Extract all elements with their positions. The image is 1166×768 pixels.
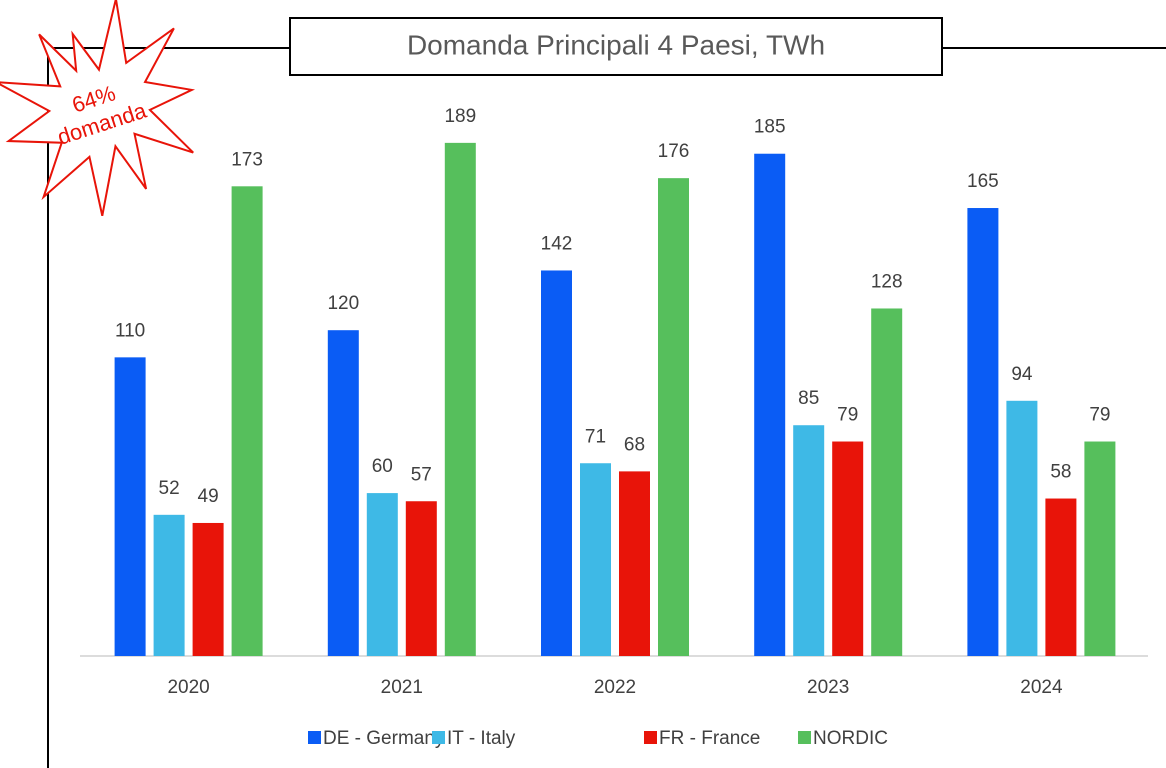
bar bbox=[580, 463, 611, 656]
bar bbox=[231, 186, 263, 656]
data-label: 85 bbox=[798, 388, 819, 409]
legend-swatch bbox=[644, 731, 657, 744]
x-tick-label: 2024 bbox=[1020, 677, 1063, 698]
data-label: 79 bbox=[837, 405, 858, 426]
x-tick-label: 2020 bbox=[167, 677, 209, 698]
bar bbox=[871, 308, 903, 656]
bar bbox=[541, 270, 572, 656]
bar bbox=[192, 522, 224, 656]
legend-label: FR - France bbox=[659, 728, 760, 749]
bar bbox=[1006, 400, 1038, 656]
data-label: 185 bbox=[754, 117, 786, 138]
data-label: 165 bbox=[967, 171, 999, 192]
legend-swatch bbox=[432, 731, 445, 744]
bar bbox=[754, 153, 786, 656]
bar bbox=[793, 425, 825, 656]
bar bbox=[405, 501, 437, 656]
data-label: 142 bbox=[541, 233, 573, 254]
data-label: 49 bbox=[198, 486, 219, 507]
data-label: 68 bbox=[624, 434, 645, 455]
starburst-shape bbox=[0, 0, 196, 216]
bar bbox=[444, 142, 476, 657]
bar bbox=[832, 441, 864, 656]
legend-swatch bbox=[798, 731, 811, 744]
data-label: 79 bbox=[1089, 405, 1110, 426]
x-tick-label: 2022 bbox=[594, 677, 636, 698]
data-label: 110 bbox=[115, 320, 145, 341]
bar bbox=[1084, 441, 1116, 656]
data-label: 189 bbox=[444, 106, 476, 127]
bar bbox=[967, 208, 999, 656]
legend-label: DE - Germany bbox=[323, 728, 445, 749]
data-label: 176 bbox=[658, 141, 690, 162]
bar bbox=[1045, 498, 1077, 656]
data-label: 52 bbox=[159, 478, 180, 499]
legend-label: IT - Italy bbox=[447, 728, 516, 749]
starburst: 64% domanda bbox=[0, 0, 196, 216]
data-label: 94 bbox=[1011, 364, 1033, 385]
bar bbox=[619, 471, 650, 656]
bar bbox=[327, 330, 359, 656]
legend-swatch bbox=[308, 731, 321, 744]
data-label: 120 bbox=[327, 293, 359, 314]
data-label: 173 bbox=[231, 149, 263, 170]
data-label: 60 bbox=[372, 456, 393, 477]
bar bbox=[153, 514, 185, 656]
bar bbox=[366, 493, 398, 656]
title-box bbox=[289, 17, 943, 76]
chart-title: Domanda Principali 4 Paesi, TWh bbox=[407, 29, 825, 60]
data-label: 57 bbox=[411, 464, 432, 485]
data-label: 71 bbox=[585, 426, 606, 447]
data-label: 128 bbox=[871, 271, 903, 292]
data-label: 58 bbox=[1050, 462, 1071, 483]
x-tick-label: 2021 bbox=[381, 677, 423, 698]
legend-label: NORDIC bbox=[813, 728, 888, 749]
x-tick-label: 2023 bbox=[807, 677, 849, 698]
bar bbox=[114, 357, 146, 656]
bar bbox=[658, 178, 689, 656]
